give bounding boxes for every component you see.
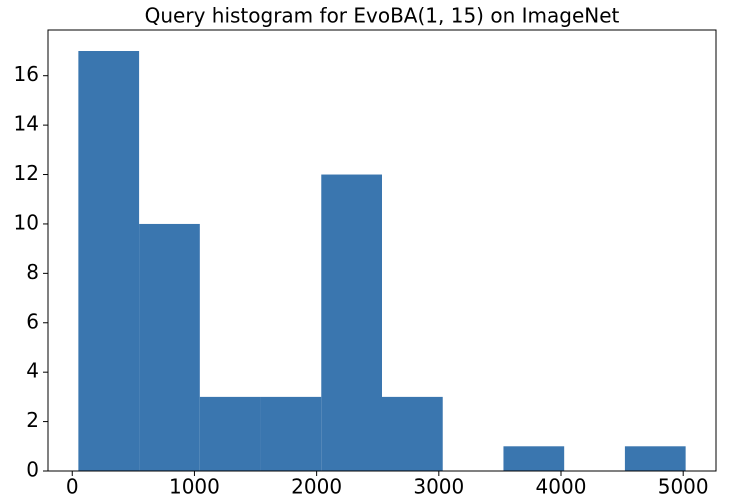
y-tick-label: 10	[14, 210, 39, 234]
y-tick-label: 12	[14, 161, 39, 185]
bar	[260, 396, 322, 471]
plot-frame	[47, 29, 717, 472]
bar	[321, 174, 382, 471]
y-tick-label: 16	[14, 62, 39, 86]
bar	[503, 446, 565, 471]
y-tick-label: 4	[26, 359, 39, 383]
bar	[199, 396, 261, 471]
x-tick-label: 4000	[536, 475, 587, 495]
y-tick-label: 2	[26, 408, 39, 432]
y-tick-label: 0	[26, 458, 39, 482]
chart-title: Query histogram for EvoBA(1, 15) on Imag…	[145, 4, 620, 28]
x-tick-label: 2000	[291, 475, 342, 495]
y-tick-label: 6	[26, 309, 39, 333]
x-tick-label: 0	[66, 475, 79, 495]
bar	[624, 446, 686, 471]
bar	[382, 396, 443, 471]
bar	[78, 51, 140, 471]
x-tick-label: 5000	[658, 475, 709, 495]
bar	[139, 223, 200, 471]
y-tick-label: 8	[26, 260, 39, 284]
x-tick-label: 1000	[169, 475, 220, 495]
y-tick-label: 14	[14, 112, 39, 136]
x-tick-label: 3000	[413, 475, 464, 495]
